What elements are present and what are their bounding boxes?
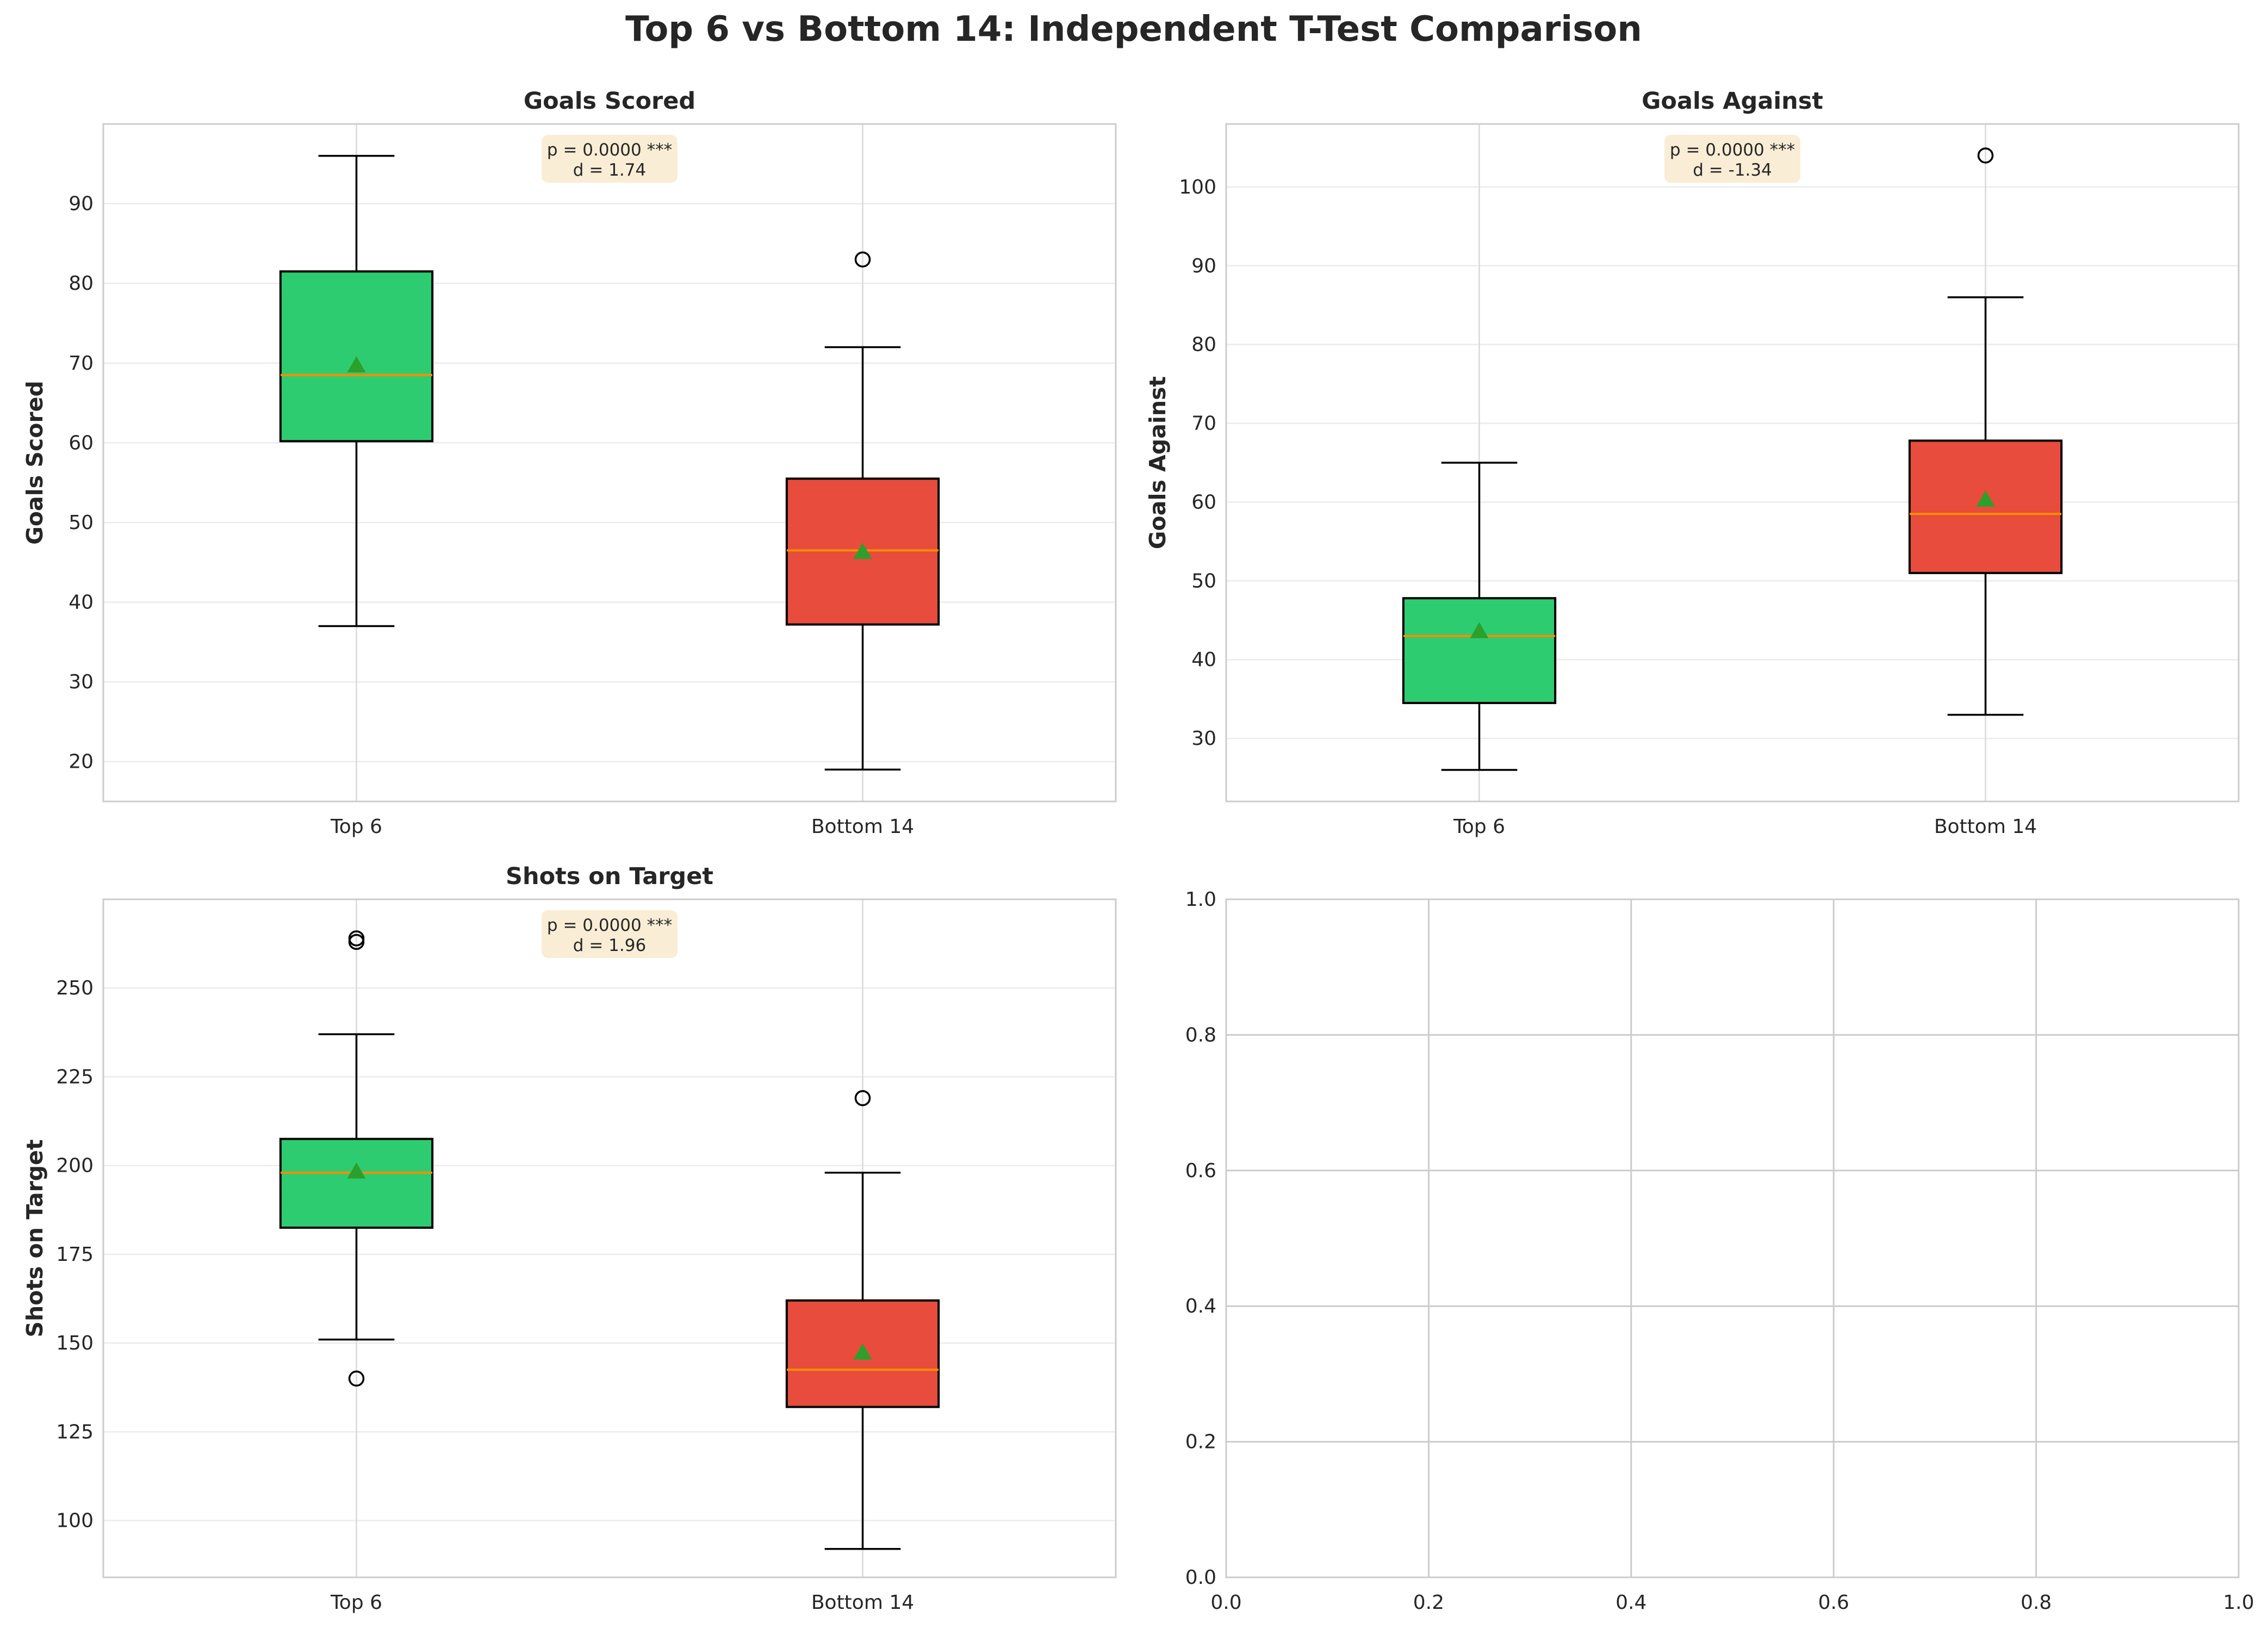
mean-marker: [347, 356, 366, 372]
y-tick-label: 60: [1191, 491, 1216, 513]
panel-title: Goals Scored: [524, 88, 695, 115]
y-tick-label: 100: [56, 1510, 94, 1532]
plot-frame: [1225, 123, 2240, 803]
box-top-6: [279, 930, 434, 1387]
x-tick-label: Top 6: [330, 816, 382, 838]
chart-panel-4: 0.0 0.2 0.4 0.6 0.8 1.0 0.0 0.2 0.4 0.6 0.8 1.0: [1185, 888, 2254, 1614]
panel-title: Shots on Target: [506, 863, 713, 890]
outlier-point: [348, 1370, 365, 1387]
plot-frame: [102, 898, 1117, 1578]
box-bottom-14: [785, 251, 940, 771]
box-top-6: [1402, 462, 1557, 771]
plot-frame: [1225, 898, 2240, 1578]
y-tick-label: 125: [56, 1421, 94, 1443]
y-tick-label: 90: [69, 193, 94, 215]
x-tick-label: 0.0: [1210, 1591, 1241, 1614]
y-tick-label: 0.2: [1185, 1431, 1216, 1453]
y-tick-label: 225: [56, 1066, 94, 1088]
x-tick-label: 0.2: [1413, 1591, 1444, 1614]
outlier-point: [854, 251, 871, 268]
y-tick-label: 40: [69, 592, 94, 614]
x-tick-label: Bottom 14: [811, 1591, 914, 1614]
y-axis-label: Shots on Target: [22, 1139, 48, 1337]
x-tick-label: 0.8: [2021, 1591, 2052, 1614]
plot-frame: [102, 123, 1117, 803]
box-bottom-14: [785, 1090, 940, 1550]
panel-title: Goals Against: [1642, 88, 1823, 115]
x-tick-label: 0.4: [1615, 1591, 1646, 1614]
x-tick-label: Top 6: [330, 1591, 382, 1614]
x-tick-label: Bottom 14: [811, 816, 914, 838]
x-tick-label: Bottom 14: [1934, 816, 2037, 838]
y-tick-label: 50: [69, 512, 94, 534]
y-tick-label: 70: [1191, 413, 1216, 435]
y-tick-label: 40: [1191, 649, 1216, 671]
p-value-label: p = 0.0000 ***: [547, 916, 672, 935]
box-bottom-14: [1908, 147, 2063, 716]
iqr-box: [1402, 597, 1557, 704]
effect-size-label: d = -1.34: [1693, 160, 1772, 180]
box-top-6: [279, 154, 434, 627]
figure-title: Top 6 vs Bottom 14: Independent T-Test C…: [625, 9, 1642, 49]
y-axis-label: Goals Against: [1145, 376, 1171, 549]
y-tick-label: 150: [56, 1332, 94, 1354]
y-tick-label: 30: [69, 671, 94, 693]
y-tick-label: 30: [1191, 728, 1216, 750]
outlier-point: [348, 934, 365, 950]
y-tick-label: 100: [1179, 176, 1216, 198]
y-tick-label: 250: [56, 977, 94, 999]
mean-marker: [347, 1162, 366, 1179]
chart-panel-3: 100 125 150 175 200 225 250 Top 6 Bottom 14 Shots…: [22, 863, 1117, 1614]
x-tick-label: 1.0: [2223, 1591, 2254, 1614]
y-tick-label: 200: [56, 1155, 94, 1177]
mean-marker: [1470, 622, 1489, 638]
y-tick-label: 175: [56, 1243, 94, 1266]
y-axis-label: Goals Scored: [22, 381, 48, 545]
y-tick-label: 0.8: [1185, 1024, 1216, 1046]
y-tick-label: 20: [69, 751, 94, 773]
p-value-label: p = 0.0000 ***: [1670, 140, 1795, 160]
stats-annotation-box: [1664, 135, 1800, 183]
outlier-point: [1977, 147, 1994, 164]
y-tick-label: 1.0: [1185, 888, 1216, 911]
mean-marker: [853, 1343, 872, 1360]
outlier-point: [854, 1090, 871, 1106]
y-tick-label: 80: [1191, 334, 1216, 356]
y-tick-label: 0.6: [1185, 1160, 1216, 1182]
iqr-box: [279, 1137, 434, 1229]
effect-size-label: d = 1.74: [573, 160, 646, 180]
y-tick-label: 80: [69, 272, 94, 295]
x-tick-label: 0.6: [1818, 1591, 1849, 1614]
iqr-box: [1908, 439, 2063, 574]
y-tick-label: 0.0: [1185, 1566, 1216, 1589]
chart-panel-1: 20 30 40 50 60 70 80 90 Top 6 Bottom 14 Goals Scor…: [22, 88, 1117, 838]
mean-marker: [1976, 490, 1995, 507]
stats-annotation-box: [542, 135, 678, 183]
p-value-label: p = 0.0000 ***: [547, 140, 672, 160]
x-tick-label: Top 6: [1453, 816, 1505, 838]
mean-marker: [853, 543, 872, 559]
y-tick-label: 70: [69, 352, 94, 375]
effect-size-label: d = 1.96: [573, 936, 646, 955]
y-tick-label: 90: [1191, 255, 1216, 277]
chart-panel-2: 30 40 50 60 70 80 90 100 Top 6 Bottom 14 Goals Aga…: [1145, 88, 2240, 838]
y-tick-label: 60: [69, 432, 94, 454]
y-tick-label: 0.4: [1185, 1295, 1216, 1317]
stats-annotation-box: [542, 910, 678, 958]
y-tick-label: 50: [1191, 570, 1216, 592]
